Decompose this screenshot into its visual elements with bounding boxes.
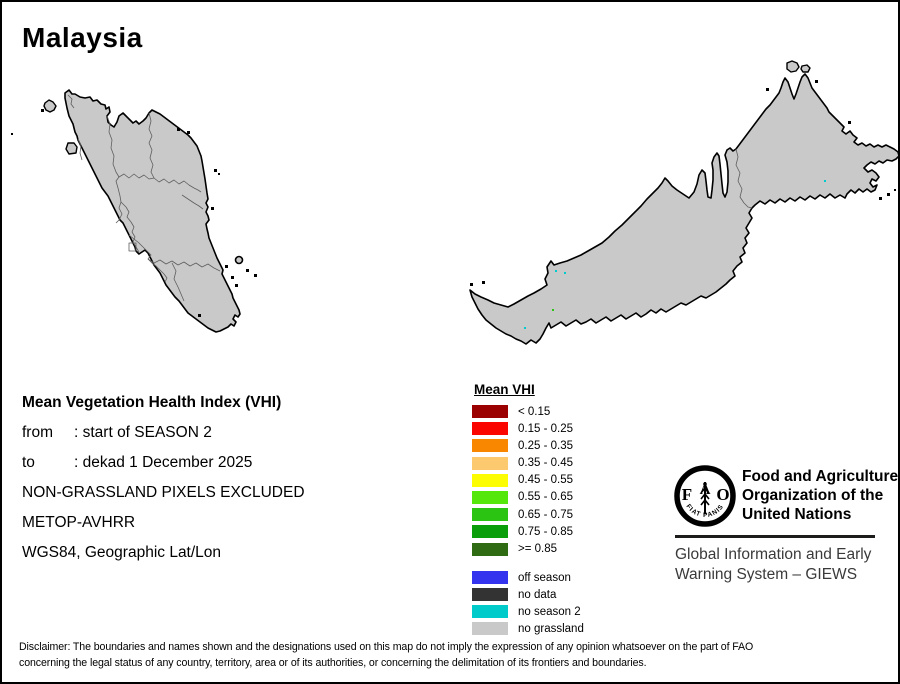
mask-note: NON-GRASSLAND PIXELS EXCLUDED — [22, 484, 305, 501]
to-label: to — [22, 454, 35, 471]
disclaimer-line-2: concerning the legal status of any count… — [19, 656, 647, 669]
peninsular-malaysia-shape — [64, 89, 241, 333]
projection-note: WGS84, Geographic Lat/Lon — [22, 544, 222, 561]
fao-logo-icon: F A O FIAT PANIS — [674, 465, 736, 527]
legend-row: 0.45 - 0.55 — [472, 473, 573, 487]
disclaimer-line-1: Disclaimer: The boundaries and names sho… — [19, 641, 754, 653]
svg-text:O: O — [716, 485, 729, 504]
mask-legend: off season no data no season 2 no grassl… — [472, 571, 584, 639]
to-value: : dekad 1 December 2025 — [74, 454, 253, 471]
legend-row: no season 2 — [472, 605, 584, 618]
legend-swatch — [472, 622, 508, 635]
legend-row: < 0.15 — [472, 405, 573, 418]
peninsular-islands — [11, 99, 257, 317]
vhi-legend: Mean VHI < 0.15 0.15 - 0.25 0.25 - 0.35 … — [472, 382, 573, 560]
legend-row: 0.15 - 0.25 — [472, 422, 573, 436]
legend-title: Mean VHI — [474, 382, 535, 397]
fao-org-name: Food and Agriculture Organization of the… — [742, 468, 899, 523]
legend-row: 0.75 - 0.85 — [472, 525, 573, 539]
legend-swatch — [472, 473, 508, 487]
period-from-row: from : start of SEASON 2 — [22, 418, 305, 448]
legend-row: off season — [472, 571, 584, 584]
legend-row: 0.35 - 0.45 — [472, 456, 573, 470]
legend-swatch — [472, 571, 508, 584]
legend-swatch — [472, 439, 508, 453]
borneo-islands — [470, 60, 896, 329]
legend-swatch — [472, 508, 508, 522]
east-malaysia-shape — [469, 73, 898, 345]
legend-swatch — [472, 490, 508, 504]
legend-row: 0.65 - 0.75 — [472, 508, 573, 522]
legend-swatch — [472, 525, 508, 539]
map-info-block: Mean Vegetation Health Index (VHI) from:… — [22, 388, 305, 568]
fao-divider — [675, 535, 875, 538]
svg-text:F: F — [682, 485, 692, 504]
legend-row: 0.25 - 0.35 — [472, 439, 573, 453]
legend-row: no data — [472, 588, 584, 601]
giews-subtitle: Global Information and Early Warning Sys… — [675, 546, 872, 583]
legend-swatch — [472, 405, 508, 418]
from-value: : start of SEASON 2 — [74, 424, 212, 441]
page-title: Malaysia — [22, 22, 143, 53]
legend-row: 0.55 - 0.65 — [472, 490, 573, 504]
period-to-row: to : dekad 1 December 2025 — [22, 448, 305, 478]
sensor-note: METOP-AVHRR — [22, 514, 136, 531]
legend-swatch — [472, 605, 508, 618]
legend-row: no grassland — [472, 622, 584, 635]
legend-swatch — [472, 422, 508, 436]
index-heading: Mean Vegetation Health Index (VHI) — [22, 394, 282, 411]
legend-swatch — [472, 588, 508, 601]
fao-branding-block: F A O FIAT PANIS Food and Agriculture Or… — [673, 464, 898, 594]
legend-row: >= 0.85 — [472, 542, 573, 556]
legend-swatch — [472, 542, 508, 556]
legend-swatch — [472, 456, 508, 470]
disclaimer-text: Disclaimer: The boundaries and names sho… — [19, 640, 753, 671]
from-label: from — [22, 424, 53, 441]
